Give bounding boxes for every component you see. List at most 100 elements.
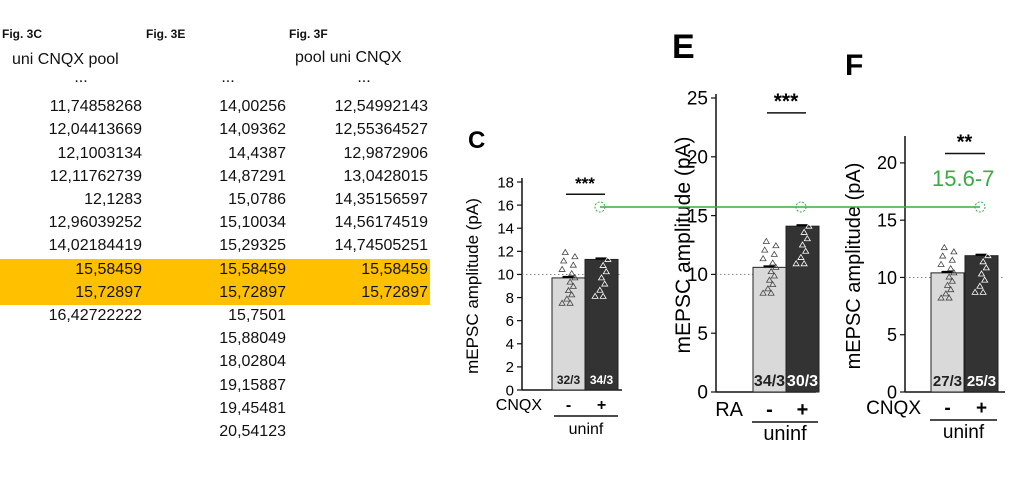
bar xyxy=(964,255,999,393)
value-cell: 15,7501 xyxy=(228,307,286,325)
y-tick-label: 15 xyxy=(877,210,897,230)
value-cell: 15,58459 xyxy=(361,260,428,278)
data-point xyxy=(600,249,609,256)
data-point xyxy=(559,257,568,264)
value-cell: 18,02804 xyxy=(219,353,286,371)
data-point xyxy=(940,243,949,251)
value-cell: 19,45481 xyxy=(219,399,286,417)
data-point xyxy=(591,243,599,250)
data-point xyxy=(972,227,981,234)
y-axis-label: mEPSC amplitude (pA) xyxy=(843,163,865,370)
value-cell: 14,87291 xyxy=(219,167,286,185)
data-point xyxy=(979,288,987,295)
bar xyxy=(785,225,820,393)
value-cell: 15,72897 xyxy=(219,283,286,301)
data-point xyxy=(798,241,807,248)
data-point xyxy=(979,258,987,265)
data-point xyxy=(980,276,989,283)
data-point xyxy=(597,274,606,281)
category-label: - xyxy=(944,398,950,419)
data-point xyxy=(971,239,979,246)
value-cell: 14,02184419 xyxy=(48,237,142,255)
y-tick-label: 14 xyxy=(497,220,514,237)
group-label: CNQX xyxy=(866,398,921,419)
data-point xyxy=(759,289,767,296)
data-point xyxy=(946,285,955,293)
annotation-circle xyxy=(974,201,986,213)
value-list-3e: ... 14,00256 14,09362 14,4387 14,87291 15,078… xyxy=(170,69,286,443)
y-tick-label: 10 xyxy=(687,265,708,286)
data-point xyxy=(760,246,769,253)
data-point xyxy=(604,224,612,232)
data-point xyxy=(772,263,780,270)
n-label: 34/3 xyxy=(754,373,785,390)
data-point xyxy=(591,292,599,299)
data-point xyxy=(982,264,991,271)
highlight-band xyxy=(0,259,430,305)
y-tick-label: 18 xyxy=(497,174,514,191)
data-point xyxy=(937,260,945,267)
value-cell: 12,04413669 xyxy=(48,121,142,139)
data-point xyxy=(948,277,957,284)
value-cell: 15,10034 xyxy=(219,214,286,232)
category-label: - xyxy=(566,397,571,414)
value-cell: 12,1003134 xyxy=(57,144,142,162)
data-point xyxy=(596,286,604,293)
annotation-label: 15.6-7 xyxy=(932,166,995,191)
data-point xyxy=(950,248,958,255)
column-header-3f: Fig. 3F xyxy=(289,27,328,41)
significance-label: ** xyxy=(957,132,973,154)
value-cell: 15,58459 xyxy=(75,260,142,278)
annotation-circle xyxy=(594,201,606,213)
data-point xyxy=(801,247,810,254)
category-label: + xyxy=(797,399,809,421)
value-list-3c: ... 11,74858268 12,04413669 12,1003134 12,11… xyxy=(20,69,142,327)
value-cell: 16,42722222 xyxy=(48,307,142,325)
data-point xyxy=(945,273,953,280)
data-point xyxy=(800,228,808,235)
data-point xyxy=(602,237,611,244)
data-point xyxy=(974,215,983,222)
value-cell: 15,29325 xyxy=(219,237,286,255)
value-cell: 20,54123 xyxy=(219,423,286,441)
data-point xyxy=(950,269,958,276)
value-cell: 12,96039252 xyxy=(48,214,142,232)
data-point xyxy=(764,285,772,292)
value-cell: 19,15887 xyxy=(219,376,286,394)
annotation-circle xyxy=(795,201,807,213)
data-point xyxy=(977,270,986,277)
data-point xyxy=(800,260,808,267)
bracket-label: uninf xyxy=(943,422,985,443)
data-point xyxy=(943,281,952,288)
data-point xyxy=(566,278,574,285)
data-point xyxy=(976,282,984,289)
n-label: 25/3 xyxy=(967,373,996,390)
y-tick-label: 15 xyxy=(687,206,708,227)
n-label: 32/3 xyxy=(557,373,581,387)
y-tick-label: 10 xyxy=(877,268,897,288)
data-point xyxy=(558,265,566,272)
data-point xyxy=(937,294,945,301)
category-label: + xyxy=(597,397,606,414)
data-point xyxy=(566,299,574,306)
data-point xyxy=(946,264,955,272)
data-point xyxy=(569,282,578,289)
value-cell: 12,11762739 xyxy=(49,167,142,185)
y-tick-label: 6 xyxy=(506,313,514,330)
data-point xyxy=(770,272,779,279)
value-list-3f: ... 12,54992143 12,55364527 12,9872906 13,04… xyxy=(300,69,428,304)
value-cell: 12,54992143 xyxy=(334,98,428,116)
data-point xyxy=(561,248,570,255)
bracket-label: uninf xyxy=(569,421,604,438)
y-tick-label: 0 xyxy=(697,383,708,404)
n-label: 34/3 xyxy=(590,373,614,387)
y-tick-label: 0 xyxy=(506,382,514,399)
y-tick-label: 12 xyxy=(497,244,514,261)
group-label: RA xyxy=(715,399,743,421)
value-cell: 12,9872906 xyxy=(343,144,428,162)
y-tick-label: 16 xyxy=(497,197,514,214)
category-label: + xyxy=(976,398,987,419)
data-point xyxy=(971,288,979,295)
panel-letter: F xyxy=(845,49,863,82)
y-tick-label: 8 xyxy=(506,290,514,307)
